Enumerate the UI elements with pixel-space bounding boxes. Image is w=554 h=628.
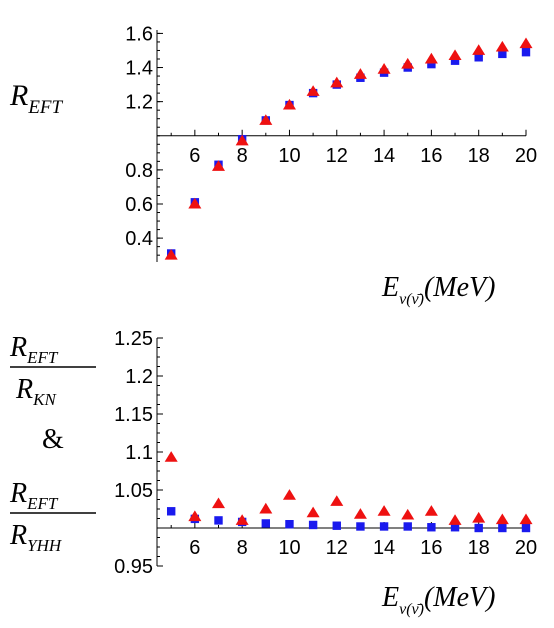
y-tick-label: 0.4 (125, 228, 153, 250)
x-tick-label: 8 (237, 145, 248, 167)
svg-text:REFT: REFT (9, 478, 59, 513)
data-point-triangle (424, 52, 438, 64)
data-point-triangle (401, 508, 415, 520)
data-point-square (427, 59, 436, 69)
data-point-square (498, 49, 507, 59)
chart-top: 6 8 10 12 14 16 18 20 0.4 0.6 0.8 1.2 1.4 1.6 REFT Eν… (9, 23, 537, 308)
y-tick-label: 1.4 (125, 58, 153, 80)
svg-text:RKN: RKN (15, 374, 57, 409)
data-point-square (474, 523, 483, 533)
data-point-triangle (424, 505, 438, 516)
x-tick-label: 6 (189, 145, 200, 167)
data-point-triangle (306, 85, 320, 96)
data-point-square (450, 523, 460, 532)
data-point-square (332, 521, 341, 530)
y-tick-label: 0.8 (125, 160, 153, 182)
y-tick-label: 1.05 (114, 480, 153, 502)
tick-labels-top: 6 8 10 12 14 16 18 20 0.4 0.6 0.8 1.2 1.4 1.6 (125, 23, 537, 250)
data-point-square (521, 523, 531, 533)
x-tick-label: 16 (420, 145, 442, 167)
chart-bottom: 6 8 10 12 14 16 18 20 0.95 1.05 1.1 1.15 1.2 1.25 REF… (9, 328, 537, 618)
x-tick-label: 14 (373, 537, 395, 559)
data-point-triangle (330, 495, 344, 506)
data-point-triangle (377, 63, 391, 74)
data-point-square (285, 520, 294, 529)
x-tick-label: 14 (373, 145, 395, 167)
tick-labels-bottom: 6 8 10 12 14 16 18 20 0.95 1.05 1.1 1.15 1.2 1.25 (114, 328, 537, 578)
data-point-triangle (448, 514, 462, 525)
x-tick-label: 18 (468, 537, 490, 559)
data-point-triangle (448, 49, 462, 61)
svg-text:RYHH: RYHH (9, 520, 63, 555)
data-point-triangle (211, 497, 226, 509)
data-point-square (379, 522, 389, 531)
data-marks-top (164, 37, 533, 260)
data-point-triangle (164, 451, 178, 462)
y-tick-label: 1.6 (125, 23, 153, 45)
x-axis-label-top: Eν(ν̄)(MeV) (381, 272, 495, 308)
svg-text:REFT: REFT (9, 332, 59, 367)
data-point-square (308, 520, 318, 530)
data-marks-bottom (164, 451, 533, 533)
x-axis-label-bottom: Eν(ν̄)(MeV) (381, 582, 495, 618)
tick-marks-bottom (157, 337, 527, 567)
data-point-triangle (306, 506, 320, 518)
data-point-triangle (188, 510, 202, 522)
data-point-triangle (211, 160, 226, 171)
x-tick-label: 10 (278, 537, 300, 559)
y-tick-label: 0.95 (114, 556, 153, 578)
y-tick-label: 1.1 (125, 442, 153, 464)
data-point-triangle (495, 40, 509, 52)
data-point-triangle (377, 505, 391, 516)
data-point-square (427, 523, 436, 532)
y-axis-label-ampersand: & (42, 424, 64, 455)
y-axis-label-top: REFT (9, 79, 64, 118)
x-tick-label: 20 (515, 537, 537, 559)
x-tick-label: 12 (326, 145, 348, 167)
data-point-triangle (519, 37, 533, 49)
tick-marks-top (157, 32, 527, 256)
data-point-triangle (353, 68, 367, 79)
data-point-triangle (353, 508, 367, 519)
y-tick-label: 0.6 (125, 194, 153, 216)
data-point-square (261, 519, 271, 528)
data-point-square (356, 522, 365, 531)
data-point-triangle (472, 511, 486, 523)
data-point-square (474, 53, 483, 62)
data-point-triangle (235, 514, 249, 525)
x-tick-label: 10 (278, 145, 300, 167)
data-point-square (450, 56, 460, 65)
data-point-triangle (259, 502, 273, 514)
y-tick-label: 1.2 (125, 366, 153, 388)
y-tick-label: 1.2 (125, 92, 153, 114)
data-point-triangle (164, 248, 178, 260)
data-point-triangle (259, 114, 273, 125)
data-point-triangle (472, 44, 486, 55)
y-axis-label-ratio-yhh: REFT RYHH (9, 478, 96, 555)
y-tick-label: 1.15 (114, 404, 153, 426)
x-tick-label: 20 (515, 145, 537, 167)
data-point-triangle (188, 197, 202, 209)
data-point-triangle (401, 57, 415, 69)
y-axis-label-ratio-kn: REFT RKN (9, 332, 96, 409)
data-point-square (521, 47, 531, 57)
data-point-square (166, 507, 176, 516)
x-tick-label: 8 (237, 537, 248, 559)
data-point-triangle (330, 76, 344, 88)
data-point-triangle (519, 513, 533, 525)
data-point-triangle (235, 134, 249, 146)
y-tick-label: 1.25 (114, 328, 153, 350)
x-tick-label: 12 (326, 537, 348, 559)
data-point-square (403, 522, 412, 531)
data-point-triangle (282, 98, 296, 110)
data-point-square (498, 523, 507, 533)
x-tick-label: 18 (468, 145, 490, 167)
data-point-square (214, 516, 223, 525)
x-tick-label: 16 (420, 537, 442, 559)
data-point-triangle (282, 489, 296, 500)
data-point-triangle (495, 513, 509, 525)
x-tick-label: 6 (189, 537, 200, 559)
